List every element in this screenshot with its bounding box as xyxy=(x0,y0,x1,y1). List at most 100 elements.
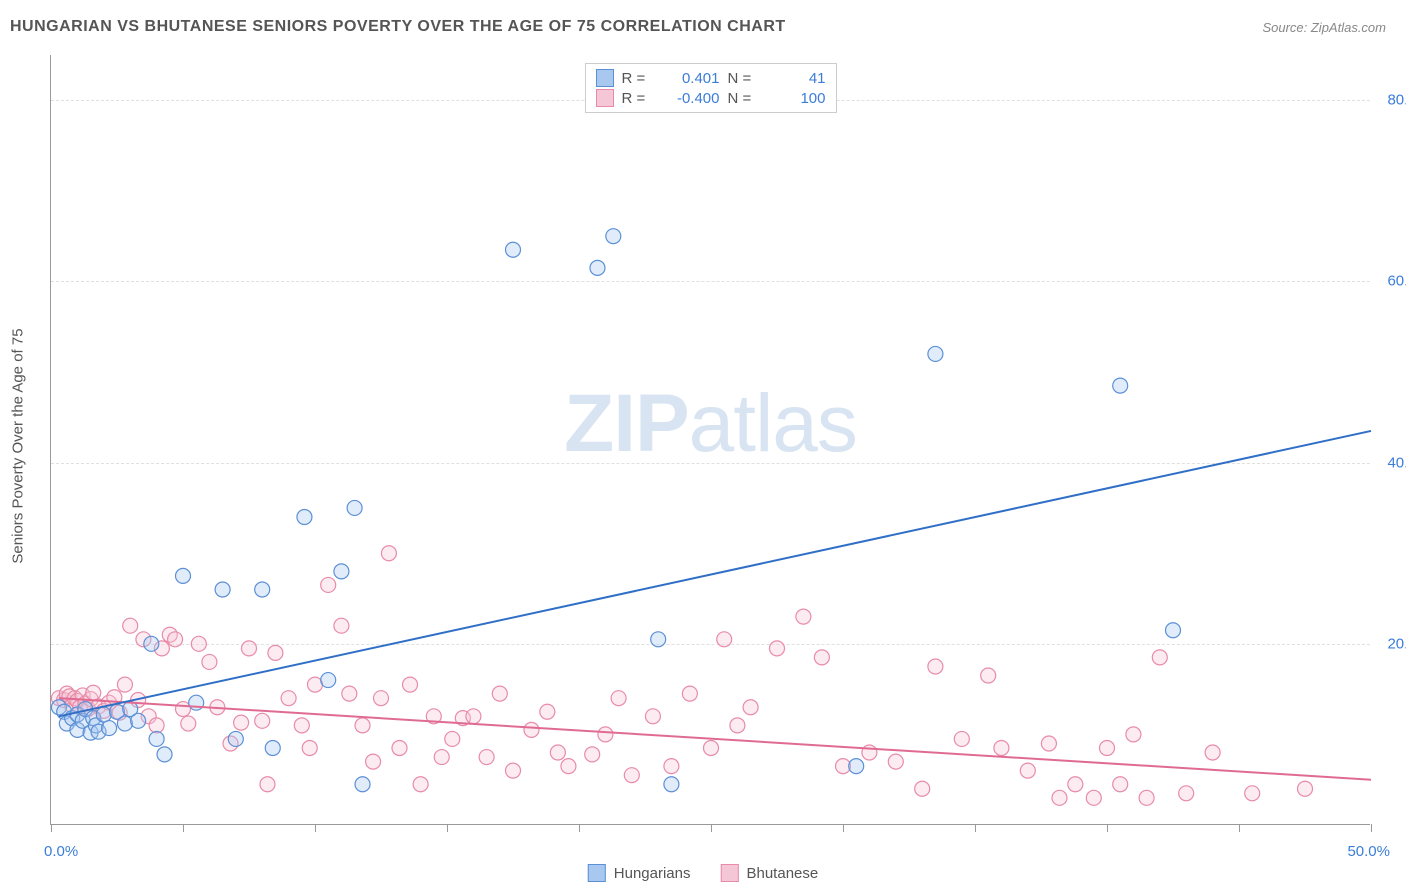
data-point xyxy=(355,777,370,792)
data-point xyxy=(374,691,389,706)
data-point xyxy=(743,700,758,715)
x-tick xyxy=(843,824,844,832)
y-tick-label: 60.0% xyxy=(1387,273,1406,290)
x-tick-label-min: 0.0% xyxy=(44,843,78,860)
data-point xyxy=(598,727,613,742)
data-point xyxy=(1139,790,1154,805)
data-point xyxy=(506,242,521,257)
r-value-hungarians: 0.401 xyxy=(660,70,720,87)
legend-label-hungarians: Hungarians xyxy=(614,865,691,882)
n-value-bhutanese: 100 xyxy=(766,90,826,107)
data-point xyxy=(117,677,132,692)
data-point xyxy=(1298,781,1313,796)
data-point xyxy=(606,229,621,244)
data-point xyxy=(479,750,494,765)
source-name: ZipAtlas.com xyxy=(1311,20,1386,35)
data-point xyxy=(1052,790,1067,805)
data-point xyxy=(117,716,132,731)
data-point xyxy=(550,745,565,760)
data-point xyxy=(1113,777,1128,792)
chart-title: HUNGARIAN VS BHUTANESE SENIORS POVERTY O… xyxy=(10,18,786,36)
legend-item-hungarians: Hungarians xyxy=(588,864,691,882)
y-tick-label: 20.0% xyxy=(1387,635,1406,652)
n-label: N = xyxy=(728,70,758,87)
data-point xyxy=(682,686,697,701)
data-point xyxy=(624,768,639,783)
x-tick xyxy=(1371,824,1372,832)
data-point xyxy=(1205,745,1220,760)
data-point xyxy=(366,754,381,769)
data-point xyxy=(381,546,396,561)
data-point xyxy=(928,659,943,674)
data-point xyxy=(1166,623,1181,638)
data-point xyxy=(611,691,626,706)
data-point xyxy=(102,721,117,736)
data-point xyxy=(1113,378,1128,393)
legend-row-hungarians: R = 0.401 N = 41 xyxy=(596,68,826,88)
data-point xyxy=(445,731,460,746)
data-point xyxy=(1152,650,1167,665)
data-point xyxy=(717,632,732,647)
data-point xyxy=(915,781,930,796)
trend-line xyxy=(59,698,1371,780)
source-attribution: Source: ZipAtlas.com xyxy=(1262,20,1386,35)
data-point xyxy=(202,654,217,669)
swatch-bhutanese xyxy=(720,864,738,882)
data-point xyxy=(994,741,1009,756)
data-point xyxy=(181,716,196,731)
data-point xyxy=(157,747,172,762)
data-point xyxy=(413,777,428,792)
data-point xyxy=(149,718,164,733)
n-label: N = xyxy=(728,90,758,107)
data-point xyxy=(434,750,449,765)
data-point xyxy=(1245,786,1260,801)
data-point xyxy=(176,568,191,583)
data-point xyxy=(1041,736,1056,751)
data-point xyxy=(590,260,605,275)
data-point xyxy=(347,500,362,515)
data-point xyxy=(302,741,317,756)
legend-row-bhutanese: R = -0.400 N = 100 xyxy=(596,88,826,108)
x-tick xyxy=(975,824,976,832)
swatch-hungarians xyxy=(588,864,606,882)
x-tick xyxy=(579,824,580,832)
data-point xyxy=(492,686,507,701)
data-point xyxy=(651,632,666,647)
x-tick xyxy=(1107,824,1108,832)
data-point xyxy=(234,715,249,730)
data-point xyxy=(981,668,996,683)
swatch-bhutanese xyxy=(596,89,614,107)
data-point xyxy=(664,777,679,792)
data-point xyxy=(466,709,481,724)
data-point xyxy=(524,722,539,737)
correlation-chart: { "title": "HUNGARIAN VS BHUTANESE SENIO… xyxy=(0,0,1406,892)
source-label: Source: xyxy=(1262,20,1310,35)
data-point xyxy=(260,777,275,792)
data-point xyxy=(168,632,183,647)
data-point xyxy=(704,741,719,756)
y-tick-label: 80.0% xyxy=(1387,92,1406,109)
data-point xyxy=(334,618,349,633)
data-point xyxy=(215,582,230,597)
data-point xyxy=(321,673,336,688)
data-point xyxy=(1100,741,1115,756)
data-point xyxy=(403,677,418,692)
data-point xyxy=(321,577,336,592)
data-point xyxy=(86,685,101,700)
data-point xyxy=(228,731,243,746)
x-tick xyxy=(315,824,316,832)
x-tick xyxy=(711,824,712,832)
data-point xyxy=(1020,763,1035,778)
data-point xyxy=(294,718,309,733)
x-tick xyxy=(1239,824,1240,832)
r-label: R = xyxy=(622,70,652,87)
data-point xyxy=(540,704,555,719)
data-point xyxy=(849,759,864,774)
data-point xyxy=(191,636,206,651)
data-point xyxy=(1179,786,1194,801)
data-point xyxy=(928,346,943,361)
legend-item-bhutanese: Bhutanese xyxy=(720,864,818,882)
data-point xyxy=(888,754,903,769)
x-tick xyxy=(447,824,448,832)
data-point xyxy=(149,731,164,746)
